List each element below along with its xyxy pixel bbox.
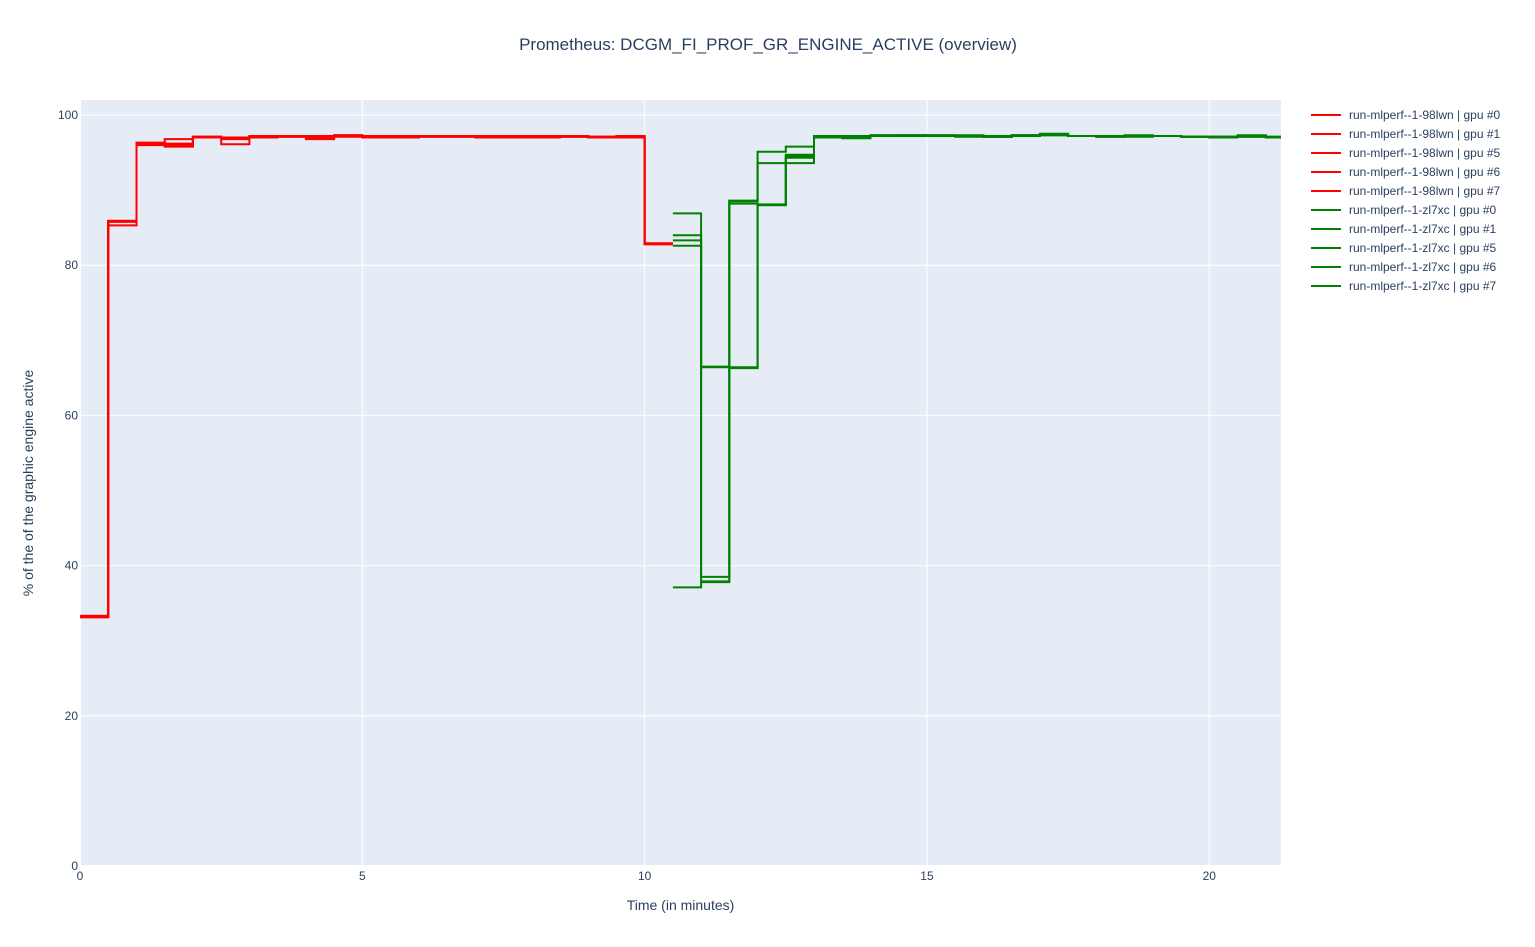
x-tick-label: 5 bbox=[359, 869, 366, 883]
legend-label: run-mlperf--1-98lwn | gpu #6 bbox=[1349, 165, 1501, 179]
legend-label: run-mlperf--1-zl7xc | gpu #6 bbox=[1349, 260, 1496, 274]
legend-label: run-mlperf--1-98lwn | gpu #0 bbox=[1349, 108, 1501, 122]
legend-label: run-mlperf--1-98lwn | gpu #7 bbox=[1349, 184, 1501, 198]
y-tick-label: 80 bbox=[65, 258, 79, 272]
x-tick-label: 15 bbox=[920, 869, 934, 883]
legend-item[interactable]: run-mlperf--1-zl7xc | gpu #6 bbox=[1311, 260, 1496, 274]
y-tick-label: 20 bbox=[65, 709, 79, 723]
y-tick-label: 0 bbox=[71, 859, 78, 873]
legend-item[interactable]: run-mlperf--1-98lwn | gpu #7 bbox=[1311, 184, 1501, 198]
tick-labels: 0 5 10 15 20 0 20 40 60 80 100 bbox=[58, 108, 1216, 883]
legend-item[interactable]: run-mlperf--1-zl7xc | gpu #7 bbox=[1311, 279, 1496, 293]
legend-label: run-mlperf--1-98lwn | gpu #1 bbox=[1349, 127, 1501, 141]
legend-label: run-mlperf--1-zl7xc | gpu #7 bbox=[1349, 279, 1496, 293]
y-tick-label: 40 bbox=[65, 559, 79, 573]
series-lines bbox=[80, 132, 1281, 619]
x-tick-label: 0 bbox=[77, 869, 84, 883]
legend-item[interactable]: run-mlperf--1-98lwn | gpu #6 bbox=[1311, 165, 1501, 179]
y-tick-label: 60 bbox=[65, 408, 79, 422]
y-tick-label: 100 bbox=[58, 108, 78, 122]
legend-item[interactable]: run-mlperf--1-zl7xc | gpu #1 bbox=[1311, 222, 1496, 236]
legend-label: run-mlperf--1-zl7xc | gpu #5 bbox=[1349, 241, 1496, 255]
grid-lines bbox=[79, 100, 1281, 867]
legend-item[interactable]: run-mlperf--1-zl7xc | gpu #5 bbox=[1311, 241, 1496, 255]
y-axis-title: % of the of the graphic engine active bbox=[20, 370, 36, 597]
legend-item[interactable]: run-mlperf--1-98lwn | gpu #1 bbox=[1311, 127, 1501, 141]
series-line-4 bbox=[80, 134, 673, 617]
x-tick-label: 10 bbox=[638, 869, 652, 883]
legend-label: run-mlperf--1-zl7xc | gpu #0 bbox=[1349, 203, 1496, 217]
chart-title: Prometheus: DCGM_FI_PROF_GR_ENGINE_ACTIV… bbox=[519, 35, 1017, 54]
x-axis-title: Time (in minutes) bbox=[627, 897, 735, 913]
legend-label: run-mlperf--1-98lwn | gpu #5 bbox=[1349, 146, 1501, 160]
legend-item[interactable]: run-mlperf--1-98lwn | gpu #0 bbox=[1311, 108, 1501, 122]
x-tick-label: 20 bbox=[1203, 869, 1217, 883]
legend-label: run-mlperf--1-zl7xc | gpu #1 bbox=[1349, 222, 1496, 236]
plot-background bbox=[80, 100, 1281, 866]
series-line-9 bbox=[672, 133, 1281, 589]
legend: run-mlperf--1-98lwn | gpu #0 run-mlperf--… bbox=[1311, 108, 1501, 293]
legend-item[interactable]: run-mlperf--1-98lwn | gpu #5 bbox=[1311, 146, 1501, 160]
legend-item[interactable]: run-mlperf--1-zl7xc | gpu #0 bbox=[1311, 203, 1496, 217]
